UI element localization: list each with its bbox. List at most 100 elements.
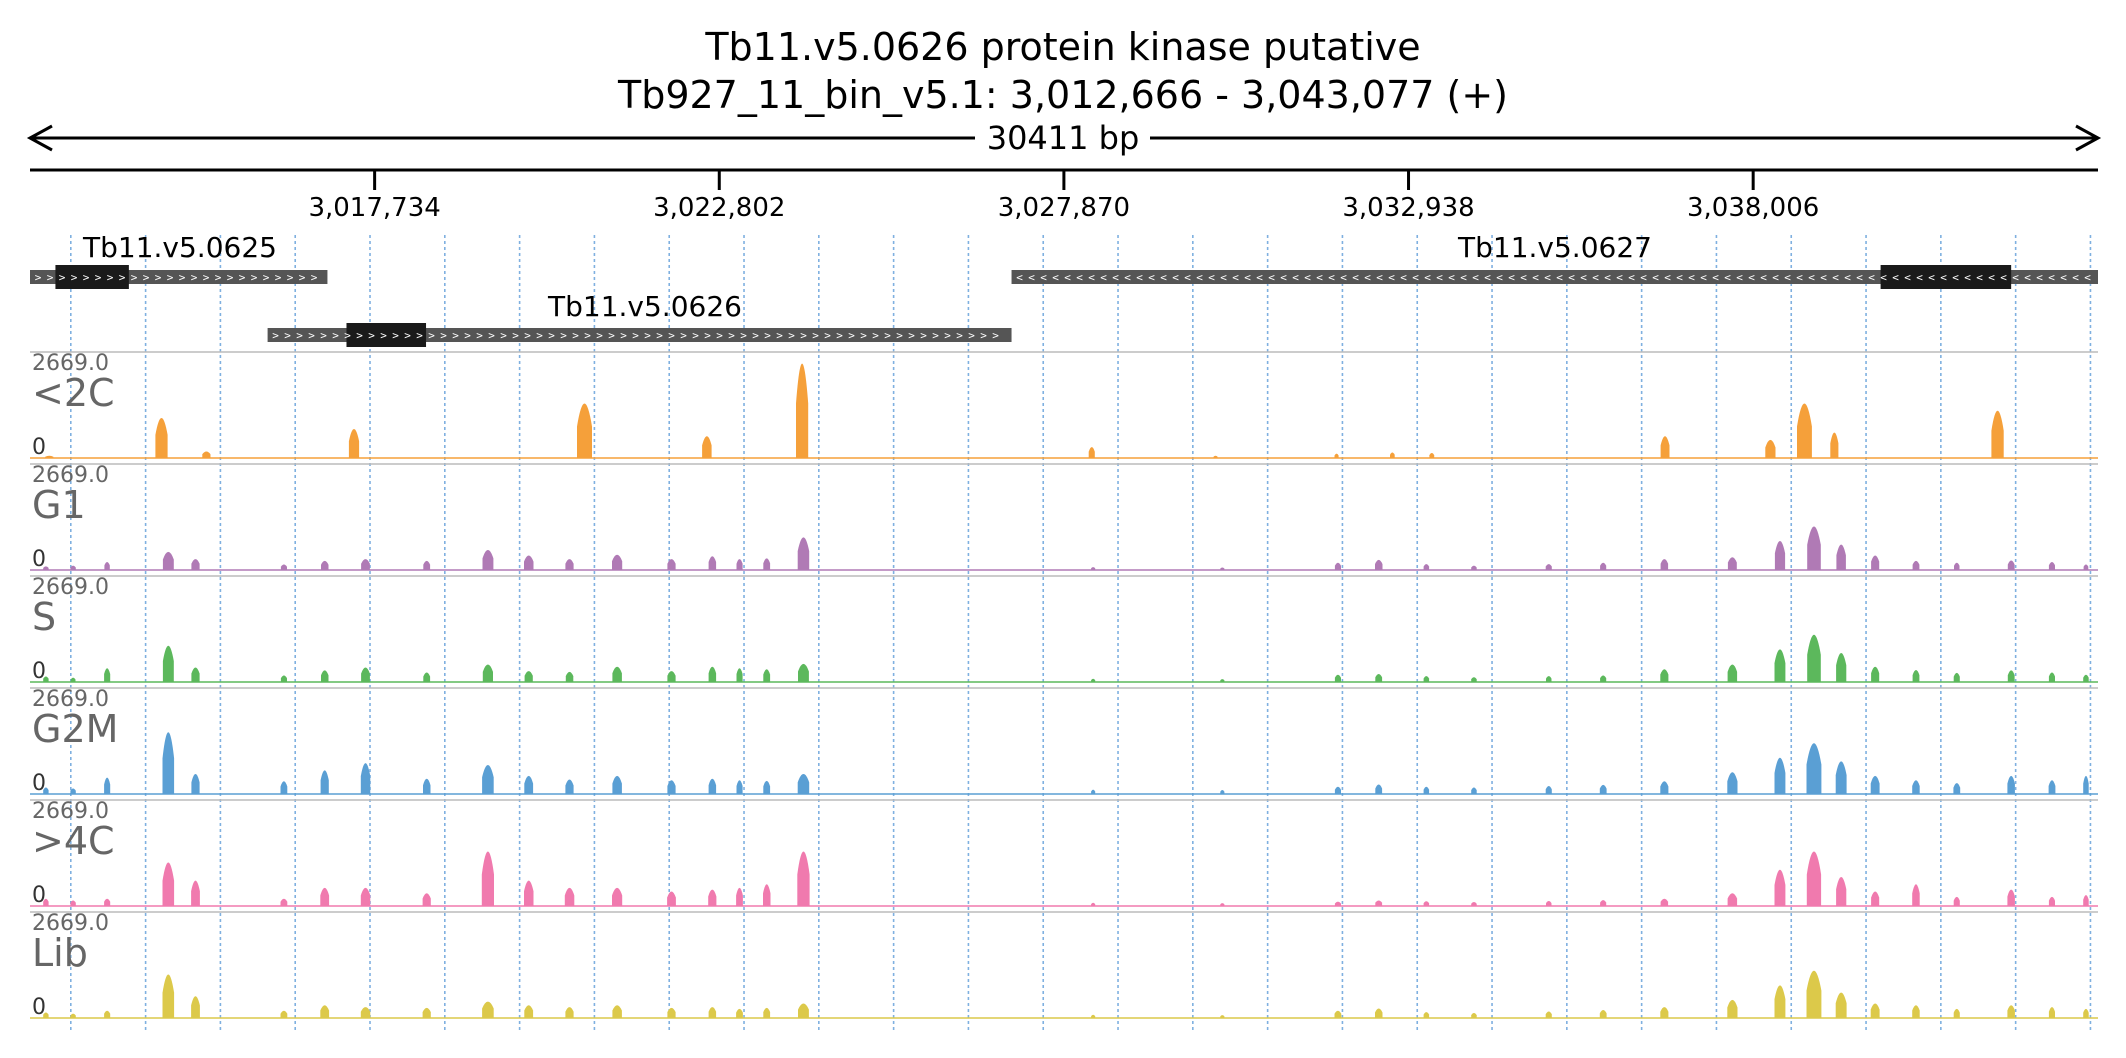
- coverage-peak: [320, 770, 329, 794]
- strand-arrow-icon: >: [392, 329, 399, 342]
- coverage-peak: [708, 1007, 717, 1018]
- coverage-peak: [1390, 452, 1395, 458]
- coverage-peak: [1091, 789, 1096, 794]
- coverage-peak: [736, 1008, 743, 1018]
- strand-arrow-icon: >: [584, 329, 591, 342]
- coverage-peak: [2007, 1005, 2015, 1018]
- coverage-peak: [798, 663, 809, 682]
- strand-arrow-icon: >: [404, 329, 411, 342]
- coverage-peak: [2007, 670, 2015, 682]
- track-zero-label: 0: [32, 995, 46, 1020]
- coverage-peak: [1836, 544, 1846, 570]
- coverage-peak: [1600, 900, 1607, 906]
- strand-arrow-icon: <: [1220, 271, 1227, 284]
- coverage-peak: [1774, 985, 1786, 1018]
- strand-arrow-icon: >: [992, 329, 999, 342]
- strand-arrow-icon: >: [596, 329, 603, 342]
- coverage-peak: [612, 775, 622, 794]
- gene-title: Tb11.v5.0626 protein kinase putative: [704, 25, 1420, 69]
- strand-arrow-icon: <: [1100, 271, 1107, 284]
- coverage-peak: [1546, 676, 1552, 682]
- strand-arrow-icon: <: [1496, 271, 1503, 284]
- gene-label: Tb11.v5.0626: [547, 290, 742, 323]
- track-name: S: [32, 595, 56, 639]
- coverage-peak: [612, 554, 623, 570]
- strand-arrow-icon: <: [1808, 271, 1815, 284]
- strand-arrow-icon: <: [1388, 271, 1395, 284]
- coverage-peak: [45, 455, 54, 458]
- strand-arrow-icon: >: [668, 329, 675, 342]
- strand-arrow-icon: >: [380, 329, 387, 342]
- coverage-peak: [1546, 900, 1552, 906]
- coverage-peak: [1912, 780, 1920, 794]
- strand-arrow-icon: <: [1772, 271, 1779, 284]
- span-ruler: 30411 bp: [26, 119, 2102, 157]
- coverage-peak: [524, 775, 534, 794]
- coverage-peak: [1727, 999, 1738, 1018]
- strand-arrow-icon: >: [608, 329, 615, 342]
- strand-arrow-icon: <: [1676, 271, 1683, 284]
- coverage-peak: [321, 560, 329, 570]
- strand-arrow-icon: <: [1724, 271, 1731, 284]
- coverage-peak: [360, 1007, 371, 1018]
- coverage-peak: [1953, 783, 1961, 794]
- coverage-peak: [1220, 790, 1225, 794]
- strand-arrow-icon: >: [560, 329, 567, 342]
- coverage-peak: [1423, 901, 1430, 906]
- strand-arrow-icon: >: [968, 329, 975, 342]
- strand-arrow-icon: >: [476, 329, 483, 342]
- strand-arrow-icon: <: [1112, 271, 1119, 284]
- strand-arrow-icon: <: [1592, 271, 1599, 284]
- strand-arrow-icon: <: [1856, 271, 1863, 284]
- coverage-peak: [736, 559, 743, 570]
- coverage-peak: [1375, 900, 1383, 906]
- strand-arrow-icon: >: [203, 271, 210, 284]
- coverage-peak: [2083, 564, 2089, 570]
- coverage-peak: [1774, 649, 1786, 682]
- coverage-peak: [321, 670, 329, 682]
- coverage-peak: [70, 677, 76, 682]
- strand-arrow-icon: <: [1052, 271, 1059, 284]
- coverage-peak: [1545, 786, 1552, 794]
- strand-arrow-icon: >: [308, 329, 315, 342]
- strand-arrow-icon: >: [812, 329, 819, 342]
- strand-arrow-icon: <: [1232, 271, 1239, 284]
- coverage-peak: [796, 363, 809, 458]
- coverage-peak: [736, 887, 743, 906]
- coverage-peak: [191, 996, 200, 1018]
- strand-arrow-icon: >: [932, 329, 939, 342]
- coverage-peak: [1727, 772, 1738, 794]
- coverage-peak: [423, 672, 431, 682]
- coverage-peak: [1599, 1010, 1607, 1018]
- coverage-peak: [1660, 559, 1669, 570]
- coverage-peak: [481, 851, 494, 906]
- coverage-peak: [422, 893, 431, 906]
- strand-arrow-icon: <: [1040, 271, 1047, 284]
- coverage-peak: [422, 1007, 431, 1018]
- coverage-peak: [1806, 851, 1822, 906]
- strand-arrow-icon: <: [1784, 271, 1791, 284]
- strand-arrow-icon: >: [428, 329, 435, 342]
- strand-arrow-icon: >: [716, 329, 723, 342]
- strand-arrow-icon: >: [275, 271, 282, 284]
- strand-arrow-icon: >: [263, 271, 270, 284]
- strand-arrow-icon: >: [155, 271, 162, 284]
- strand-arrow-icon: >: [332, 329, 339, 342]
- strand-arrow-icon: <: [1064, 271, 1071, 284]
- strand-arrow-icon: >: [59, 271, 66, 284]
- coverage-peak: [1088, 447, 1095, 458]
- strand-arrow-icon: <: [1256, 271, 1263, 284]
- coverage-peak: [2007, 560, 2015, 570]
- strand-arrow-icon: <: [1364, 271, 1371, 284]
- coverage-peak: [612, 1005, 622, 1018]
- strand-arrow-icon: <: [1244, 271, 1251, 284]
- coverage-peak: [1375, 1008, 1383, 1018]
- coverage-peak: [667, 1007, 676, 1018]
- strand-arrow-icon: >: [908, 329, 915, 342]
- coverage-peak: [2048, 672, 2055, 682]
- gene-body: [1011, 270, 2099, 284]
- strand-arrow-icon: <: [2024, 271, 2031, 284]
- coverage-peak: [1836, 876, 1847, 906]
- strand-arrow-icon: <: [1976, 271, 1983, 284]
- strand-arrow-icon: <: [1124, 271, 1131, 284]
